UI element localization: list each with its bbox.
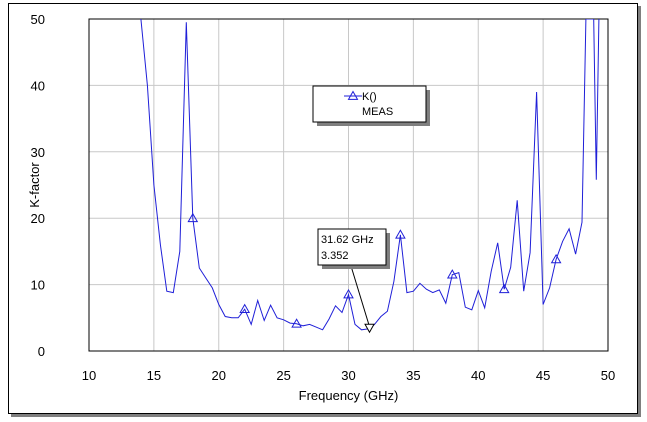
y-tick-label: 0 [38, 344, 45, 359]
legend-series-name: K() [362, 91, 377, 103]
chart-frame [8, 3, 638, 414]
x-tick-label: 25 [276, 368, 290, 383]
x-tick-label: 35 [406, 368, 420, 383]
legend: K() MEAS [312, 85, 430, 126]
annotation-frequency: 31.62 GHz [321, 234, 374, 246]
legend-triangle-marker [347, 90, 359, 100]
x-tick-label: 20 [212, 368, 226, 383]
series-marker [498, 283, 510, 294]
legend-box [312, 85, 427, 123]
series-layer [140, 19, 600, 331]
series-line [140, 19, 600, 331]
x-tick-label: 45 [536, 368, 550, 383]
annotation-box [317, 228, 387, 266]
y-tick-label: 10 [31, 278, 45, 293]
plot-area [88, 18, 609, 352]
x-tick-label: 10 [82, 368, 96, 383]
series-marker [291, 318, 302, 328]
y-axis-label: K-factor [27, 162, 42, 208]
series-marker [239, 303, 251, 314]
grid-layer [89, 19, 608, 351]
annotation-pointer [350, 265, 370, 327]
marker-annotation: 31.62 GHz 3.352 [317, 228, 390, 334]
x-axis-label: Frequency (GHz) [299, 388, 399, 403]
legend-source: MEAS [362, 106, 393, 118]
x-tick-label: 40 [471, 368, 485, 383]
y-tick-label: 30 [31, 145, 45, 160]
annotation-value: 3.352 [321, 250, 349, 262]
tick-labels: 10 15 20 25 30 35 40 45 50 0 10 20 30 40 50 [31, 12, 616, 383]
series-marker [550, 253, 562, 264]
series-marker [395, 229, 406, 239]
y-tick-label: 20 [31, 211, 45, 226]
y-tick-label: 40 [31, 78, 45, 93]
x-tick-label: 50 [601, 368, 615, 383]
y-tick-label: 50 [31, 12, 45, 27]
series-marker [187, 212, 199, 223]
x-tick-label: 15 [147, 368, 161, 383]
x-tick-label: 30 [341, 368, 355, 383]
series-marker [343, 289, 354, 299]
annotation-triangle-marker [364, 323, 375, 334]
series-marker [446, 269, 458, 279]
